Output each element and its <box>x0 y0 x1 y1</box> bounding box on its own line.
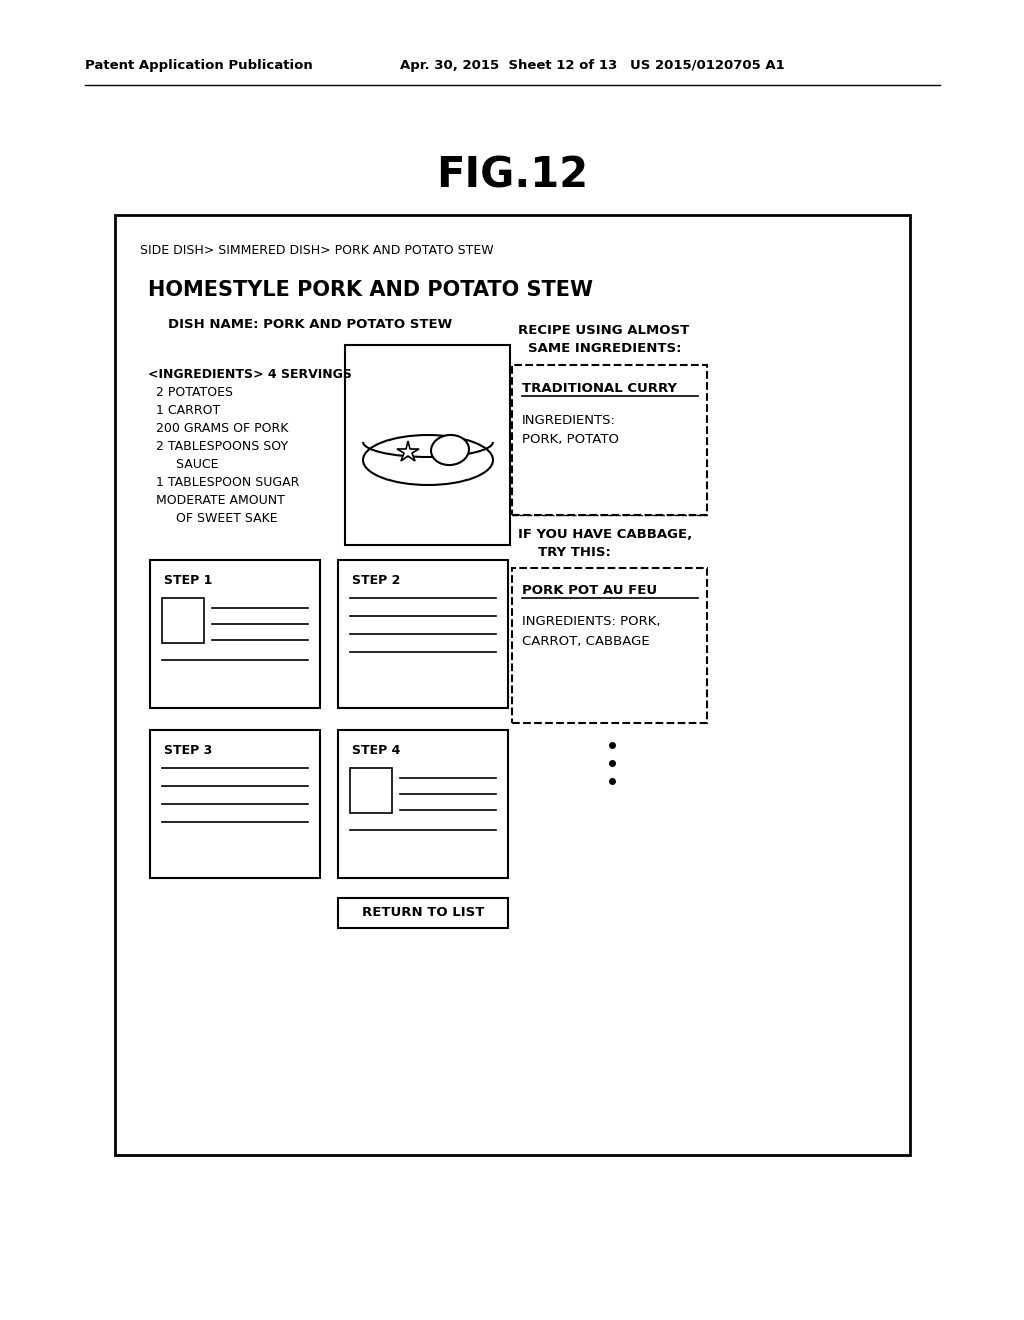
Text: Apr. 30, 2015  Sheet 12 of 13: Apr. 30, 2015 Sheet 12 of 13 <box>400 58 617 71</box>
Bar <box>150 560 319 708</box>
Text: SAME INGREDIENTS:: SAME INGREDIENTS: <box>528 342 682 355</box>
Text: PORK, POTATO: PORK, POTATO <box>522 433 618 446</box>
Ellipse shape <box>362 436 493 484</box>
Text: FIG.12: FIG.12 <box>436 154 588 195</box>
Bar <box>338 730 508 878</box>
Bar <box>512 366 707 515</box>
Text: RETURN TO LIST: RETURN TO LIST <box>361 907 484 920</box>
Text: 1 TABLESPOON SUGAR: 1 TABLESPOON SUGAR <box>148 477 299 490</box>
Text: DISH NAME: PORK AND POTATO STEW: DISH NAME: PORK AND POTATO STEW <box>168 318 453 331</box>
Bar <box>345 345 510 545</box>
Text: PORK POT AU FEU: PORK POT AU FEU <box>522 583 657 597</box>
Text: OF SWEET SAKE: OF SWEET SAKE <box>148 512 278 525</box>
Text: SIDE DISH> SIMMERED DISH> PORK AND POTATO STEW: SIDE DISH> SIMMERED DISH> PORK AND POTAT… <box>140 243 494 256</box>
Text: MODERATE AMOUNT: MODERATE AMOUNT <box>148 495 285 507</box>
Bar <box>512 568 707 723</box>
Bar <box>150 730 319 878</box>
Text: STEP 2: STEP 2 <box>352 573 400 586</box>
Text: TRADITIONAL CURRY: TRADITIONAL CURRY <box>522 381 677 395</box>
Text: HOMESTYLE PORK AND POTATO STEW: HOMESTYLE PORK AND POTATO STEW <box>148 280 593 300</box>
Text: SAUCE: SAUCE <box>148 458 218 471</box>
Ellipse shape <box>431 436 469 465</box>
Text: 1 CARROT: 1 CARROT <box>148 404 220 417</box>
Text: Patent Application Publication: Patent Application Publication <box>85 58 312 71</box>
Text: 2 TABLESPOONS SOY: 2 TABLESPOONS SOY <box>148 441 288 454</box>
Text: US 2015/0120705 A1: US 2015/0120705 A1 <box>630 58 784 71</box>
Text: <INGREDIENTS> 4 SERVINGS: <INGREDIENTS> 4 SERVINGS <box>148 368 352 381</box>
Text: 200 GRAMS OF PORK: 200 GRAMS OF PORK <box>148 422 289 436</box>
Text: STEP 4: STEP 4 <box>352 743 400 756</box>
Text: TRY THIS:: TRY THIS: <box>538 546 611 560</box>
Text: INGREDIENTS: PORK,: INGREDIENTS: PORK, <box>522 615 660 628</box>
Bar <box>338 560 508 708</box>
Text: RECIPE USING ALMOST: RECIPE USING ALMOST <box>518 323 689 337</box>
Text: 2 POTATOES: 2 POTATOES <box>148 387 233 400</box>
Bar <box>338 898 508 928</box>
Bar <box>162 598 204 643</box>
Text: IF YOU HAVE CABBAGE,: IF YOU HAVE CABBAGE, <box>518 528 692 541</box>
Bar <box>115 215 910 1155</box>
Text: CARROT, CABBAGE: CARROT, CABBAGE <box>522 635 649 648</box>
Bar <box>350 768 392 813</box>
Text: STEP 1: STEP 1 <box>164 573 212 586</box>
Text: INGREDIENTS:: INGREDIENTS: <box>522 413 615 426</box>
Text: STEP 3: STEP 3 <box>164 743 212 756</box>
